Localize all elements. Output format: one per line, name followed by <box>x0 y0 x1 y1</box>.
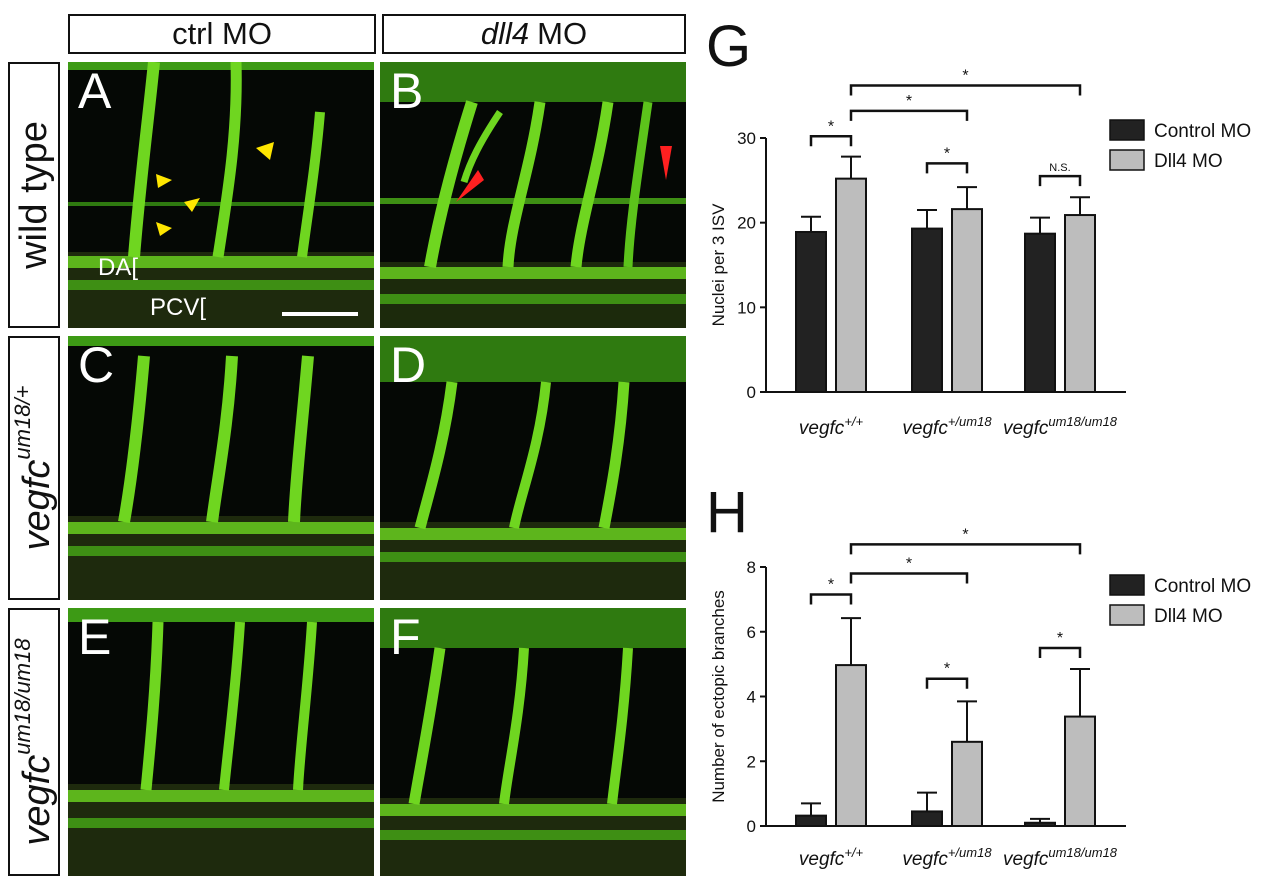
bar-0-0 <box>795 230 827 393</box>
row-header-vegfc-het-base: vegfc <box>15 459 58 551</box>
significance-label-0: * <box>828 577 834 594</box>
bar-0-2 <box>1024 232 1056 393</box>
micrograph-panel-b: B <box>380 62 686 328</box>
micrograph-c-image <box>68 336 374 600</box>
y-tick-label-1: 2 <box>747 752 756 771</box>
significance-label-4: * <box>962 68 968 85</box>
bar-0-2 <box>1024 821 1056 828</box>
bar-1-2 <box>1064 715 1096 828</box>
significance-bracket-3 <box>849 572 969 584</box>
micrograph-panel-a: A DA[ PCV[ <box>68 62 374 328</box>
column-header-dll4-italic: dll4 <box>480 16 530 51</box>
significance-bracket-1 <box>925 677 969 689</box>
y-tick-label-4: 8 <box>747 558 756 577</box>
legend-label-1: Dll4 MO <box>1154 606 1223 627</box>
legend-swatch-1 <box>1109 604 1145 626</box>
row-header-vegfc-um18-hom: vegfcum18/um18 <box>8 608 60 876</box>
legend-swatch-0 <box>1109 119 1145 141</box>
micrograph-f-image <box>380 608 686 876</box>
y-tick-label-1: 10 <box>737 298 756 317</box>
legend-label-0: Control MO <box>1154 121 1251 142</box>
column-header-dll4-text: MO <box>537 16 588 51</box>
panel-letter-c: C <box>78 337 115 393</box>
chart-g-nuclei-per-isv: 0 10 20 30 Nuclei per 3 ISV * * N.S. * * vegfc+/+ v… <box>709 68 1251 439</box>
bar-0-1 <box>911 227 943 393</box>
significance-bracket-4 <box>849 84 1082 96</box>
legend-swatch-0 <box>1109 574 1145 596</box>
y-tick-label-2: 4 <box>747 688 756 707</box>
row-header-vegfc-het-sup: um18/+ <box>10 385 36 460</box>
significance-bracket-4 <box>849 543 1082 555</box>
legend-label-1: Dll4 MO <box>1154 151 1223 172</box>
significance-bracket-0 <box>809 135 853 147</box>
column-header-ctrl-mo-text: ctrl MO <box>172 16 272 51</box>
significance-bracket-0 <box>809 593 853 605</box>
panel-letter-a: A <box>78 63 112 119</box>
legend-label-0: Control MO <box>1154 576 1251 597</box>
significance-bracket-2 <box>1038 174 1082 187</box>
bar-0-0 <box>795 814 827 828</box>
significance-label-1: * <box>944 661 950 678</box>
significance-label-2: * <box>1057 630 1063 647</box>
y-axis-label: Number of ectopic branches <box>709 590 728 803</box>
micrograph-a-image <box>68 62 374 328</box>
significance-label-0: * <box>828 118 834 135</box>
panel-letter-b: B <box>390 63 424 119</box>
y-tick-label-3: 6 <box>747 623 756 642</box>
row-header-vegfc-hom-base: vegfc <box>15 754 58 846</box>
panel-letter-f: F <box>390 609 421 665</box>
y-tick-label-2: 20 <box>737 214 756 233</box>
bar-1-1 <box>951 208 983 393</box>
chart-h-ectopic-branches: 0 2 4 6 8 Number of ectopic branches * * * * * vegf… <box>709 526 1251 870</box>
column-header-dll4-mo: dll4 MO <box>382 14 686 54</box>
row-header-vegfc-um18-het: vegfcum18/+ <box>8 336 60 600</box>
bar-1-2 <box>1064 214 1096 393</box>
bar-1-0 <box>835 177 867 393</box>
significance-bracket-2 <box>1038 646 1082 658</box>
bar-1-1 <box>951 740 983 828</box>
significance-label-3: * <box>906 93 912 110</box>
y-tick-label-0: 0 <box>747 383 756 402</box>
significance-label-4: * <box>962 526 968 543</box>
category-label-2: vegfcum18/um18 <box>1003 414 1118 439</box>
row-header-wild-type-text: wild type <box>13 121 55 269</box>
bar-1-0 <box>835 664 867 827</box>
micrograph-panel-f: F <box>380 608 686 876</box>
significance-label-3: * <box>906 555 912 572</box>
category-label-1: vegfc+/um18 <box>902 414 992 439</box>
panel-letter-d: D <box>390 337 427 393</box>
row-header-vegfc-hom-sup: um18/um18 <box>10 638 36 755</box>
row-header-wild-type: wild type <box>8 62 60 328</box>
micrograph-panel-e: E <box>68 608 374 876</box>
y-axis-label: Nuclei per 3 ISV <box>709 203 728 326</box>
y-tick-label-0: 0 <box>747 817 756 836</box>
bar-0-1 <box>911 810 943 827</box>
micrograph-b-image <box>380 62 686 328</box>
category-label-0: vegfc+/+ <box>799 414 864 439</box>
significance-label-1: * <box>944 145 950 162</box>
panel-letter-h: H <box>706 480 748 545</box>
pcv-label: PCV[ <box>150 294 207 321</box>
category-label-0: vegfc+/+ <box>799 845 864 870</box>
micrograph-e-image <box>68 608 374 876</box>
significance-bracket-1 <box>925 162 969 174</box>
legend-swatch-1 <box>1109 149 1145 171</box>
micrograph-panel-d: D <box>380 336 686 600</box>
micrograph-d-image <box>380 336 686 600</box>
category-label-1: vegfc+/um18 <box>902 845 992 870</box>
column-header-ctrl-mo: ctrl MO <box>68 14 376 54</box>
micrograph-panel-c: C <box>68 336 374 600</box>
scale-bar <box>282 312 358 316</box>
panel-letter-g: G <box>706 14 752 79</box>
panel-letter-e: E <box>78 609 112 665</box>
significance-bracket-3 <box>849 109 969 121</box>
category-label-2: vegfcum18/um18 <box>1003 845 1118 870</box>
y-tick-label-3: 30 <box>737 129 756 148</box>
da-label: DA[ <box>98 254 139 281</box>
significance-label-2: N.S. <box>1049 162 1070 174</box>
